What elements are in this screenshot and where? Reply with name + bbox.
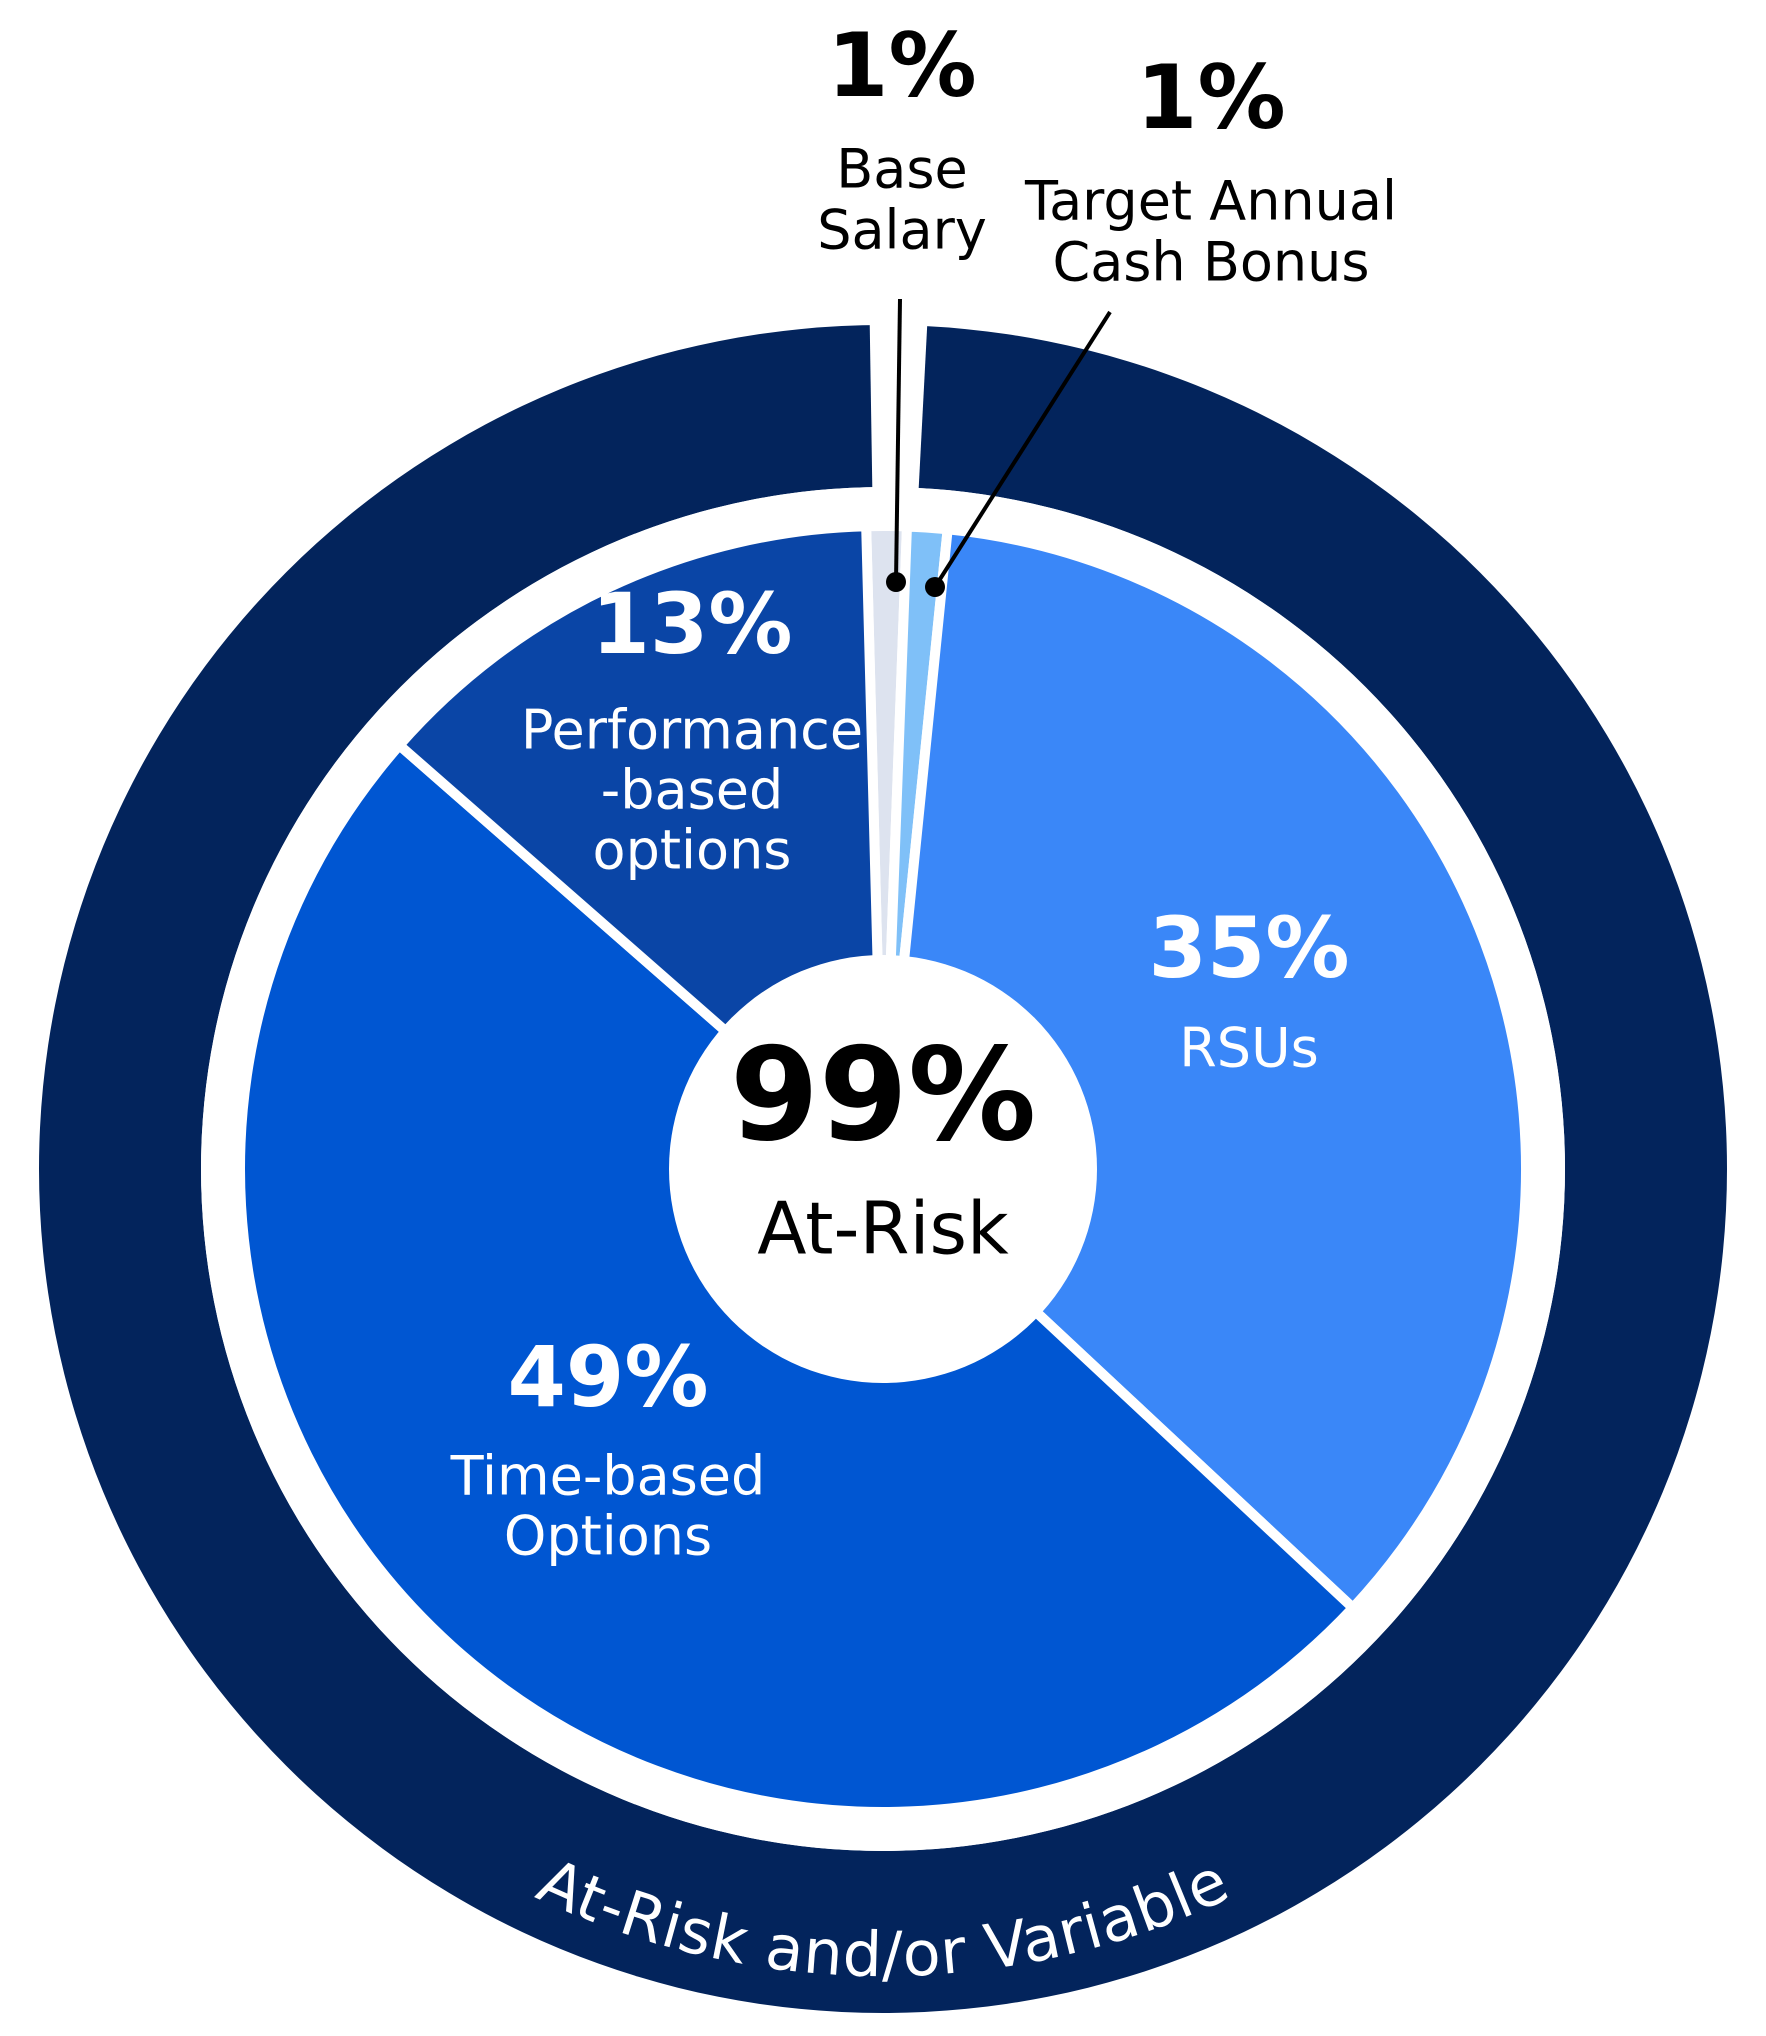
center-hole (669, 955, 1097, 1383)
slice-category-label: -based (601, 759, 784, 822)
slice-category-label: options (593, 819, 792, 882)
callout-category-label: Base (836, 138, 968, 201)
leader-dot (925, 577, 945, 597)
slice-value-label: 35% (1148, 899, 1349, 997)
center-value-label: 99% (730, 1021, 1036, 1170)
slice-category-label: RSUs (1179, 1017, 1318, 1080)
callout-category-label: Target Annual (1024, 170, 1397, 233)
center-text: At-Risk (757, 1187, 1009, 1271)
slice-category-label: Options (504, 1505, 712, 1568)
callout-value-label: 1% (827, 14, 976, 117)
callout-category-label: Cash Bonus (1053, 231, 1370, 294)
slice-value-label: 13% (591, 575, 792, 673)
leader-line (894, 298, 902, 583)
slice-category-label: Time-based (450, 1445, 766, 1508)
pie-slice (877, 523, 1531, 1615)
leader-dot (886, 572, 906, 592)
slice-value-label: 49% (507, 1328, 708, 1426)
slice-category-label: Performance (521, 699, 863, 762)
callout-value-label: 1% (1136, 46, 1285, 149)
callout-category-label: Salary (817, 199, 987, 262)
leader-line (933, 310, 1112, 589)
